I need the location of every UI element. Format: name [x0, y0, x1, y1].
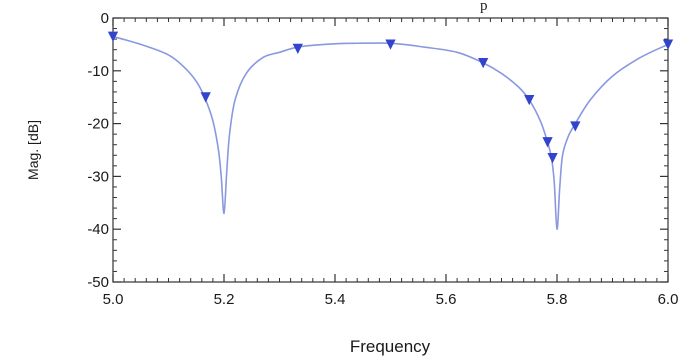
y-tick-label: -30	[87, 168, 109, 185]
y-tick-label: 0	[101, 10, 109, 27]
y-axis-label: Mag. [dB]	[25, 120, 41, 180]
marker-point	[200, 92, 211, 103]
marker-point	[570, 121, 581, 132]
marker-point	[107, 31, 119, 42]
y-tick-label: -20	[87, 116, 109, 133]
marker-point	[385, 39, 396, 50]
series-markers	[107, 31, 674, 164]
x-axis-label: Frequency	[350, 337, 431, 356]
x-tick-label: 5.6	[436, 291, 457, 308]
series-line	[112, 35, 669, 231]
y-tick-label: -10	[87, 63, 109, 80]
y-tick-label: -40	[87, 221, 109, 238]
y-tick-label: -50	[87, 274, 109, 291]
top-text-fragment: p	[480, 0, 488, 14]
marker-point	[547, 153, 558, 164]
x-axis-ticks: 5.0 5.2 5.4 5.6 5.8 6.0	[103, 18, 679, 308]
marker-point	[478, 57, 489, 69]
plot-area	[112, 17, 669, 283]
x-tick-label: 5.0	[103, 291, 124, 308]
x-tick-label: 6.0	[658, 291, 679, 308]
x-tick-label: 5.8	[547, 291, 568, 308]
marker-point	[542, 137, 553, 148]
marker-point	[662, 39, 674, 50]
marker-point	[524, 94, 535, 106]
x-tick-label: 5.2	[214, 291, 235, 308]
x-tick-label: 5.4	[325, 291, 346, 308]
y-axis-ticks: 0 -10 -20 -30 -40 -50	[87, 10, 668, 291]
marker-point	[292, 43, 303, 55]
plot-border	[112, 17, 669, 283]
